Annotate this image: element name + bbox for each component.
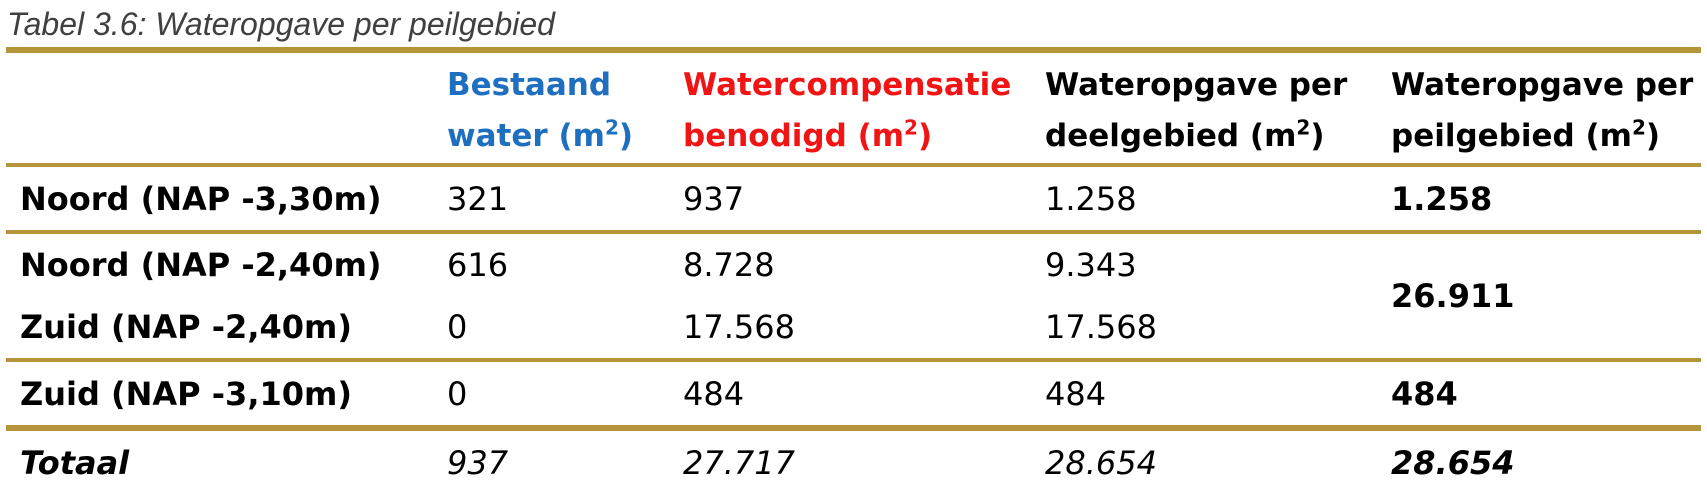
cell-deelgebied: 1.258 [1031,163,1377,232]
table-row: Noord (NAP -3,30m) 321 937 1.258 1.258 [6,163,1701,232]
table-row: Zuid (NAP -2,40m) 0 17.568 17.568 [6,296,1701,360]
cell-peilgebied: 484 [1377,358,1701,428]
header-empty [6,47,433,165]
cell-bestaand: 616 [433,230,669,296]
table-header-row: Bestaand water (m2) Watercompensatie benod… [6,47,1701,165]
header-bestaand-water: Bestaand water (m2) [433,47,669,165]
row-name: Zuid (NAP -3,10m) [6,358,433,428]
total-peilgebied: 28.654 [1377,425,1701,494]
cell-compensatie: 8.728 [669,230,1031,296]
header-wateropgave-peilgebied: Wateropgave per peilgebied (m2) [1377,47,1701,165]
header-watercompensatie: Watercompensatie benodigd (m2) [669,47,1031,165]
total-row: Totaal 937 27.717 28.654 28.654 [6,425,1701,494]
cell-compensatie: 937 [669,163,1031,232]
total-bestaand: 937 [433,425,669,494]
cell-deelgebied: 17.568 [1045,308,1157,346]
cell-bestaand: 321 [433,163,669,232]
water-table: Bestaand water (m2) Watercompensatie benod… [6,47,1701,494]
row-name: Zuid (NAP -2,40m) [20,308,352,346]
cell-bestaand: 0 [433,358,669,428]
table-row: Noord (NAP -2,40m) 616 8.728 9.343 26.91… [6,230,1701,360]
total-compensatie: 27.717 [669,425,1031,494]
cell-peilgebied: 1.258 [1377,163,1701,232]
header-wateropgave-deelgebied: Wateropgave per deelgebied (m2) [1031,47,1377,165]
table-caption: Tabel 3.6: Wateropgave per peilgebied [7,6,555,42]
cell-deelgebied: 484 [1031,358,1377,428]
table-row: Zuid (NAP -3,10m) 0 484 484 484 [6,358,1701,428]
total-deelgebied: 28.654 [1031,425,1377,494]
cell-compensatie: 17.568 [683,308,795,346]
cell-peilgebied-merged: 26.911 [1377,230,1701,360]
row-name: Noord (NAP -3,30m) [6,163,433,232]
cell-compensatie: 484 [669,358,1031,428]
cell-deelgebied: 9.343 [1031,230,1377,296]
total-label: Totaal [6,425,433,494]
row-name: Noord (NAP -2,40m) [6,230,433,296]
cell-bestaand: 0 [447,308,468,346]
